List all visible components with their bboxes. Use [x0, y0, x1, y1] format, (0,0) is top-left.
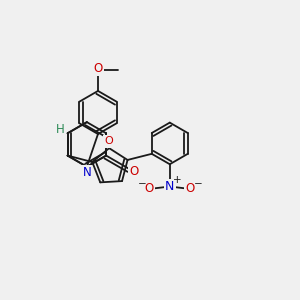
Text: O: O: [93, 62, 103, 75]
Text: O: O: [130, 165, 139, 178]
Text: N: N: [165, 180, 175, 193]
Text: O: O: [145, 182, 154, 195]
Text: O: O: [186, 182, 195, 195]
Text: −: −: [137, 179, 146, 189]
Text: H: H: [56, 123, 65, 136]
Text: N: N: [82, 166, 91, 179]
Text: +: +: [173, 175, 182, 185]
Text: −: −: [194, 179, 203, 189]
Text: O: O: [104, 136, 113, 146]
